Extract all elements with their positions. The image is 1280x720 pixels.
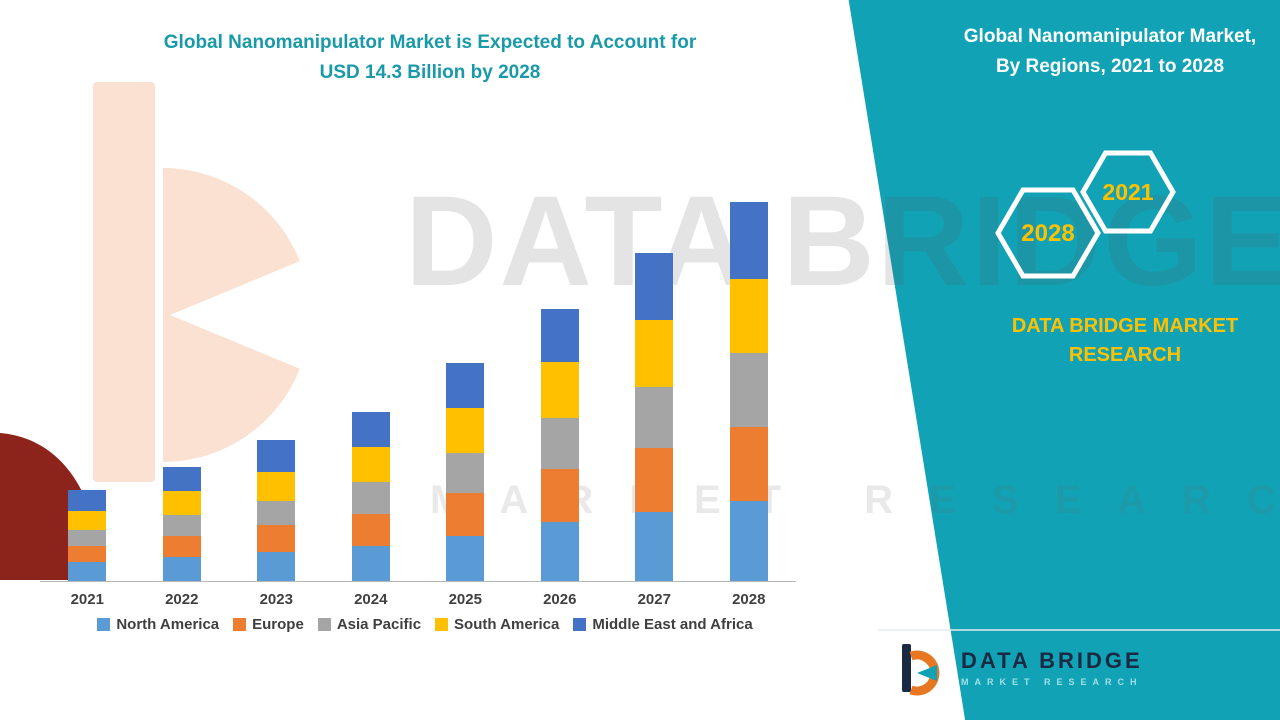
legend-item-europe: Europe xyxy=(233,616,304,633)
bar-slot-2026 xyxy=(513,186,608,581)
legend-label-south-america: South America xyxy=(454,616,560,633)
segment-2024-middle-east-and-africa xyxy=(351,412,390,447)
segment-2026-middle-east-and-africa xyxy=(540,309,579,362)
x-tick-2024: 2024 xyxy=(354,591,388,608)
footer-separator-line xyxy=(878,629,1280,631)
x-tick-2021: 2021 xyxy=(70,591,104,608)
bar-slot-2022 xyxy=(135,186,230,581)
data-bridge-logo-icon xyxy=(902,644,940,696)
stacked-bar-2026 xyxy=(540,309,579,581)
legend-label-north-america: North America xyxy=(116,616,220,633)
chart-title: Global Nanomanipulator Market is Expecte… xyxy=(60,28,800,88)
legend-item-asia-pacific: Asia Pacific xyxy=(317,616,422,633)
segment-2025-asia-pacific xyxy=(446,453,485,493)
stacked-bar-2028 xyxy=(729,202,768,581)
segment-2021-asia-pacific xyxy=(68,530,107,546)
x-axis-labels: 2021 2022 2023 2024 2025 2026 2027 2028 xyxy=(40,591,796,608)
segment-2027-south-america xyxy=(635,320,674,387)
legend-swatch-south-america xyxy=(435,618,449,631)
logo-watermark-notch xyxy=(170,252,322,378)
bar-slot-2021 xyxy=(40,186,135,581)
segment-2026-south-america xyxy=(540,362,579,418)
x-tick-2023: 2023 xyxy=(259,591,293,608)
footer-brand-name: DATA BRIDGE xyxy=(961,648,1143,673)
segment-2024-south-america xyxy=(351,447,390,482)
segment-2027-middle-east-and-africa xyxy=(635,253,674,320)
segment-2021-europe xyxy=(68,546,107,562)
x-tick-2028: 2028 xyxy=(732,591,766,608)
segment-2023-middle-east-and-africa xyxy=(257,440,296,472)
bar-slot-2028 xyxy=(702,186,797,581)
bar-slot-2027 xyxy=(607,186,702,581)
segment-2026-asia-pacific xyxy=(540,418,579,469)
segment-2026-europe xyxy=(540,469,579,522)
legend-swatch-middle-east-and-africa xyxy=(573,618,587,631)
segment-2022-asia-pacific xyxy=(162,515,201,536)
segment-2024-asia-pacific xyxy=(351,482,390,514)
legend-label-middle-east-and-africa: Middle East and Africa xyxy=(592,616,753,633)
banner-title-line1: Global Nanomanipulator Market, xyxy=(963,26,1257,47)
segment-2027-asia-pacific xyxy=(635,387,674,448)
chart-title-line2: USD 14.3 Billion by 2028 xyxy=(319,62,541,83)
segment-2026-north-america xyxy=(540,522,579,581)
bar-slot-2025 xyxy=(418,186,513,581)
x-tick-2026: 2026 xyxy=(543,591,577,608)
logo-watermark-bar xyxy=(93,82,155,482)
brand-text-line2: RESEARCH xyxy=(1068,344,1182,366)
legend-item-north-america: North America xyxy=(97,616,219,633)
segment-2023-north-america xyxy=(257,552,296,581)
x-tick-2025: 2025 xyxy=(448,591,482,608)
legend-item-south-america: South America xyxy=(435,616,559,633)
legend-item-middle-east-and-africa: Middle East and Africa xyxy=(573,616,753,633)
segment-2028-europe xyxy=(729,427,768,501)
stacked-bar-2024 xyxy=(351,412,390,581)
segment-2028-asia-pacific xyxy=(729,353,768,427)
segment-2028-north-america xyxy=(729,501,768,581)
segment-2028-middle-east-and-africa xyxy=(729,202,768,279)
segment-2023-asia-pacific xyxy=(257,501,296,525)
stacked-bar-2025 xyxy=(446,363,485,581)
legend-swatch-europe xyxy=(233,618,247,631)
bar-slot-2024 xyxy=(324,186,419,581)
segment-2022-europe xyxy=(162,536,201,557)
x-tick-2027: 2027 xyxy=(637,591,671,608)
brand-text: DATA BRIDGE MARKET RESEARCH xyxy=(980,312,1270,370)
segment-2025-middle-east-and-africa xyxy=(446,363,485,408)
segment-2021-middle-east-and-africa xyxy=(68,490,107,511)
segment-2021-north-america xyxy=(68,562,107,581)
segment-2023-south-america xyxy=(257,472,296,501)
banner-title-line2: By Regions, 2021 to 2028 xyxy=(995,56,1225,77)
segment-2027-north-america xyxy=(635,512,674,581)
chart-title-line1: Global Nanomanipulator Market is Expecte… xyxy=(163,32,697,53)
segment-2022-south-america xyxy=(162,491,201,515)
segment-2025-north-america xyxy=(446,536,485,581)
footer-brand-subtitle: MARKET RESEARCH xyxy=(961,677,1143,687)
stacked-bar-2023 xyxy=(257,440,296,581)
stacked-bar-2022 xyxy=(162,467,201,581)
segment-2022-middle-east-and-africa xyxy=(162,467,201,491)
segment-2025-south-america xyxy=(446,408,485,453)
brand-text-line1: DATA BRIDGE MARKET xyxy=(1011,315,1239,337)
chart-legend: North America Europe Asia Pacific South Ame… xyxy=(20,616,830,633)
segment-2024-europe xyxy=(351,514,390,546)
segment-2022-north-america xyxy=(162,557,201,581)
bar-slot-2023 xyxy=(229,186,324,581)
segment-2023-europe xyxy=(257,525,296,552)
legend-label-asia-pacific: Asia Pacific xyxy=(336,616,422,633)
legend-swatch-north-america xyxy=(97,618,111,631)
stacked-bar-2027 xyxy=(635,253,674,581)
footer-logo: DATA BRIDGE MARKET RESEARCH xyxy=(893,640,1143,696)
chart-bars xyxy=(40,186,796,582)
legend-swatch-asia-pacific xyxy=(317,618,331,631)
segment-2024-north-america xyxy=(351,546,390,581)
segment-2028-south-america xyxy=(729,279,768,353)
segment-2021-south-america xyxy=(68,511,107,530)
segment-2025-europe xyxy=(446,493,485,536)
segment-2027-europe xyxy=(635,448,674,512)
stacked-bar-2021 xyxy=(68,490,107,581)
legend-label-europe: Europe xyxy=(252,616,304,633)
x-tick-2022: 2022 xyxy=(165,591,199,608)
banner-title: Global Nanomanipulator Market, By Region… xyxy=(955,22,1265,82)
